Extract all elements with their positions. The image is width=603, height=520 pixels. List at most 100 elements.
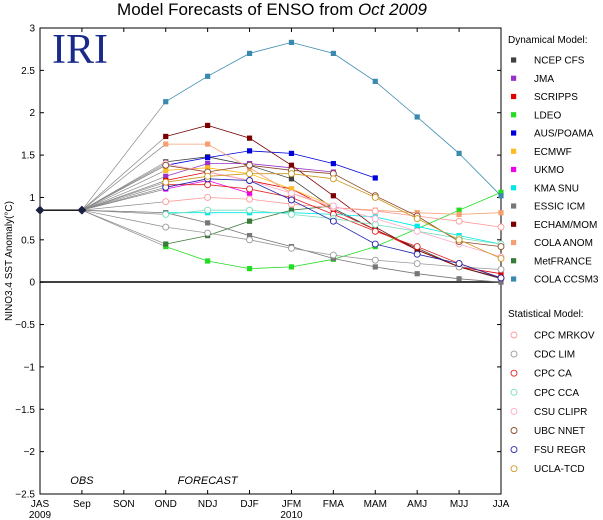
- point-ukmo: [246, 190, 253, 196]
- legend-swatch-ukmo: [511, 166, 517, 173]
- legend-label-cpc-ca: CPC CA: [534, 369, 572, 380]
- legend-swatch-cpc-mrkov: [510, 331, 518, 339]
- point-scripps: [498, 271, 504, 277]
- point-fsu-regr: [246, 177, 253, 184]
- point-fsu-regr: [288, 196, 295, 204]
- point-cdc-lim: [246, 236, 253, 244]
- point-ucla-tcd: [246, 170, 253, 178]
- point-aus-poama: [372, 175, 378, 181]
- x-tick-label: DJF: [240, 499, 258, 510]
- point-ncep-cfs: [288, 176, 295, 182]
- legend-label-cola-anom: COLA ANOM: [534, 238, 593, 249]
- forecast-series: [162, 39, 505, 285]
- legend-swatch-echam-mom: [511, 221, 517, 227]
- legend-swatch-csu-clipr: [510, 407, 518, 415]
- point-ecmwf: [288, 186, 295, 192]
- point-cpc-cca: [246, 206, 253, 214]
- legend-label-cpc-cca: CPC CCA: [534, 388, 579, 399]
- legend-swatch-cpc-ca: [510, 369, 518, 377]
- point-cpc-cca: [371, 221, 379, 229]
- x-tick-label: SON: [113, 499, 135, 510]
- y-tick-label: −2.5: [15, 490, 35, 501]
- x-tick-label: MJJ: [450, 499, 468, 510]
- point-aus-poama: [205, 155, 211, 161]
- y-tick-label: 2.5: [21, 66, 35, 77]
- legend-swatch-cola-anom: [511, 239, 517, 246]
- legend-swatch-metfrance: [511, 258, 517, 264]
- point-metfrance: [288, 207, 295, 213]
- point-cpc-ca: [413, 243, 421, 251]
- point-cdc-lim: [371, 256, 379, 264]
- fan-line-ldeo: [81, 209, 166, 247]
- point-cola-ccsm3: [414, 114, 420, 120]
- fan-line-echam-mom: [81, 136, 166, 211]
- point-ubc-nnet: [246, 161, 253, 169]
- legend-label-essic-icm: ESSIC ICM: [534, 202, 585, 213]
- point-ldeo: [205, 258, 211, 264]
- point-cola-anom: [498, 210, 504, 216]
- fan-line-cola-ccsm3: [81, 101, 167, 211]
- point-essic-icm: [498, 279, 504, 285]
- annotation-obs: OBS: [70, 475, 94, 487]
- point-csu-clipr: [288, 189, 295, 197]
- point-jma: [205, 160, 211, 167]
- legend-label-scripps: SCRIPPS: [534, 92, 578, 103]
- fan-line-jma: [81, 175, 166, 211]
- y-tick-label: −2: [24, 447, 36, 458]
- legend-swatch-cdc-lim: [510, 350, 518, 358]
- fan-line-metfrance: [81, 209, 166, 245]
- point-aus-poama: [288, 150, 295, 156]
- legend-swatch-cola-ccsm3: [511, 276, 517, 282]
- point-cpc-cca: [288, 210, 295, 218]
- point-cola-ccsm3: [246, 50, 253, 57]
- point-ldeo: [288, 264, 295, 270]
- point-echam-mom: [205, 122, 211, 129]
- x-tick-label: FMA: [323, 499, 344, 510]
- y-tick-label: 3: [29, 24, 35, 35]
- fan-line-cpc-cca: [81, 209, 166, 215]
- point-fsu-regr: [371, 240, 379, 248]
- point-cdc-lim: [497, 266, 505, 273]
- legend: Dynamical Model: NCEP CFS JMA SCRIPPS LDEO AU…: [508, 35, 599, 475]
- x-tick-label: NDJ: [198, 499, 217, 510]
- point-cpc-cca: [162, 210, 170, 218]
- point-jma: [163, 173, 169, 179]
- point-ucla-tcd: [497, 255, 505, 262]
- point-cola-ccsm3: [372, 78, 378, 84]
- x-tick-label: JAS: [31, 499, 50, 510]
- point-ldeo: [498, 189, 504, 195]
- legend-label-kma-snu: KMA SNU: [534, 183, 579, 194]
- point-essic-icm: [456, 276, 462, 282]
- point-cola-ccsm3: [163, 99, 169, 105]
- x-tick-label: JJA: [493, 499, 510, 510]
- point-cpc-mrkov: [204, 194, 212, 201]
- point-csu-clipr: [329, 202, 337, 210]
- x-tick-label: MAM: [364, 499, 387, 510]
- point-cpc-mrkov: [246, 195, 253, 203]
- chart-title-date: Oct 2009: [358, 0, 428, 19]
- legend-label-ecmwf: ECMWF: [534, 147, 572, 158]
- legend-swatch-aus-poama: [511, 130, 517, 136]
- point-fsu-regr: [497, 274, 505, 282]
- legend-label-ldeo: LDEO: [534, 110, 561, 121]
- year-label: 2010: [280, 510, 303, 520]
- x-tick-label: JFM: [282, 499, 301, 510]
- legend-label-ncep-cfs: NCEP CFS: [534, 56, 585, 67]
- point-fsu-regr: [413, 250, 421, 258]
- point-cola-ccsm3: [288, 39, 295, 46]
- point-cola-anom: [205, 141, 211, 147]
- point-csu-clipr: [371, 215, 379, 223]
- observed-series: [35, 205, 87, 215]
- fan-line-ucla-tcd: [81, 181, 166, 211]
- year-label: 2009: [29, 510, 52, 520]
- observed-point: [35, 205, 45, 215]
- point-echam-mom: [163, 133, 169, 140]
- point-essic-icm: [205, 220, 211, 226]
- x-tick-label: AMJ: [407, 499, 427, 510]
- legend-label-cdc-lim: CDC LIM: [534, 350, 575, 361]
- point-ucla-tcd: [162, 178, 170, 186]
- point-echam-mom: [288, 162, 295, 168]
- fan-line-cpc-ca: [81, 184, 166, 211]
- y-tick-label: −1: [24, 362, 36, 373]
- legend-label-ubc-nnet: UBC NNET: [534, 426, 585, 437]
